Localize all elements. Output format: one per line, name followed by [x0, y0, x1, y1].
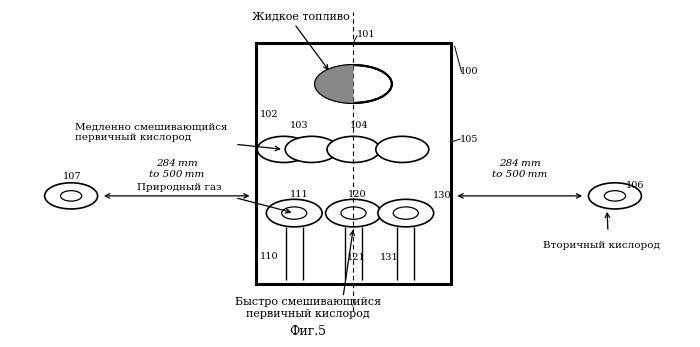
Circle shape: [266, 199, 322, 227]
Bar: [256, 43, 451, 283]
Circle shape: [326, 199, 382, 227]
Text: Быстро смешивающийся
первичный кислород: Быстро смешивающийся первичный кислород: [235, 297, 382, 319]
Text: Жидкое топливо: Жидкое топливо: [252, 12, 350, 22]
Text: 106: 106: [625, 181, 644, 190]
Text: 284 mm
to 500 mm: 284 mm to 500 mm: [492, 159, 547, 179]
Text: 100: 100: [459, 67, 478, 76]
Circle shape: [393, 207, 419, 219]
Circle shape: [285, 136, 338, 162]
Circle shape: [45, 183, 97, 209]
Circle shape: [315, 65, 392, 103]
Circle shape: [60, 191, 82, 201]
Text: 110: 110: [260, 252, 278, 261]
Text: 104: 104: [350, 121, 369, 130]
Text: 121: 121: [346, 253, 365, 262]
Text: Фиг.5: Фиг.5: [290, 325, 327, 338]
Circle shape: [341, 207, 366, 219]
Circle shape: [589, 183, 641, 209]
Text: 130: 130: [433, 192, 452, 200]
Text: 120: 120: [348, 190, 367, 198]
Circle shape: [376, 136, 429, 162]
Circle shape: [281, 207, 307, 219]
Text: 103: 103: [289, 121, 308, 130]
Circle shape: [604, 191, 626, 201]
Circle shape: [378, 199, 434, 227]
Circle shape: [327, 136, 380, 162]
Text: 101: 101: [357, 29, 376, 39]
Text: 105: 105: [460, 135, 479, 144]
Text: 102: 102: [260, 110, 278, 119]
Text: Медленно смешивающийся
первичный кислород: Медленно смешивающийся первичный кислоро…: [75, 122, 227, 142]
Text: Природный газ: Природный газ: [137, 184, 222, 193]
Text: 111: 111: [289, 190, 308, 198]
Text: 131: 131: [380, 253, 399, 262]
Text: 107: 107: [63, 172, 81, 181]
Text: 284 mm
to 500 mm: 284 mm to 500 mm: [149, 159, 204, 179]
Wedge shape: [315, 65, 354, 103]
Text: Вторичный кислород: Вторичный кислород: [542, 241, 659, 250]
Circle shape: [258, 136, 310, 162]
